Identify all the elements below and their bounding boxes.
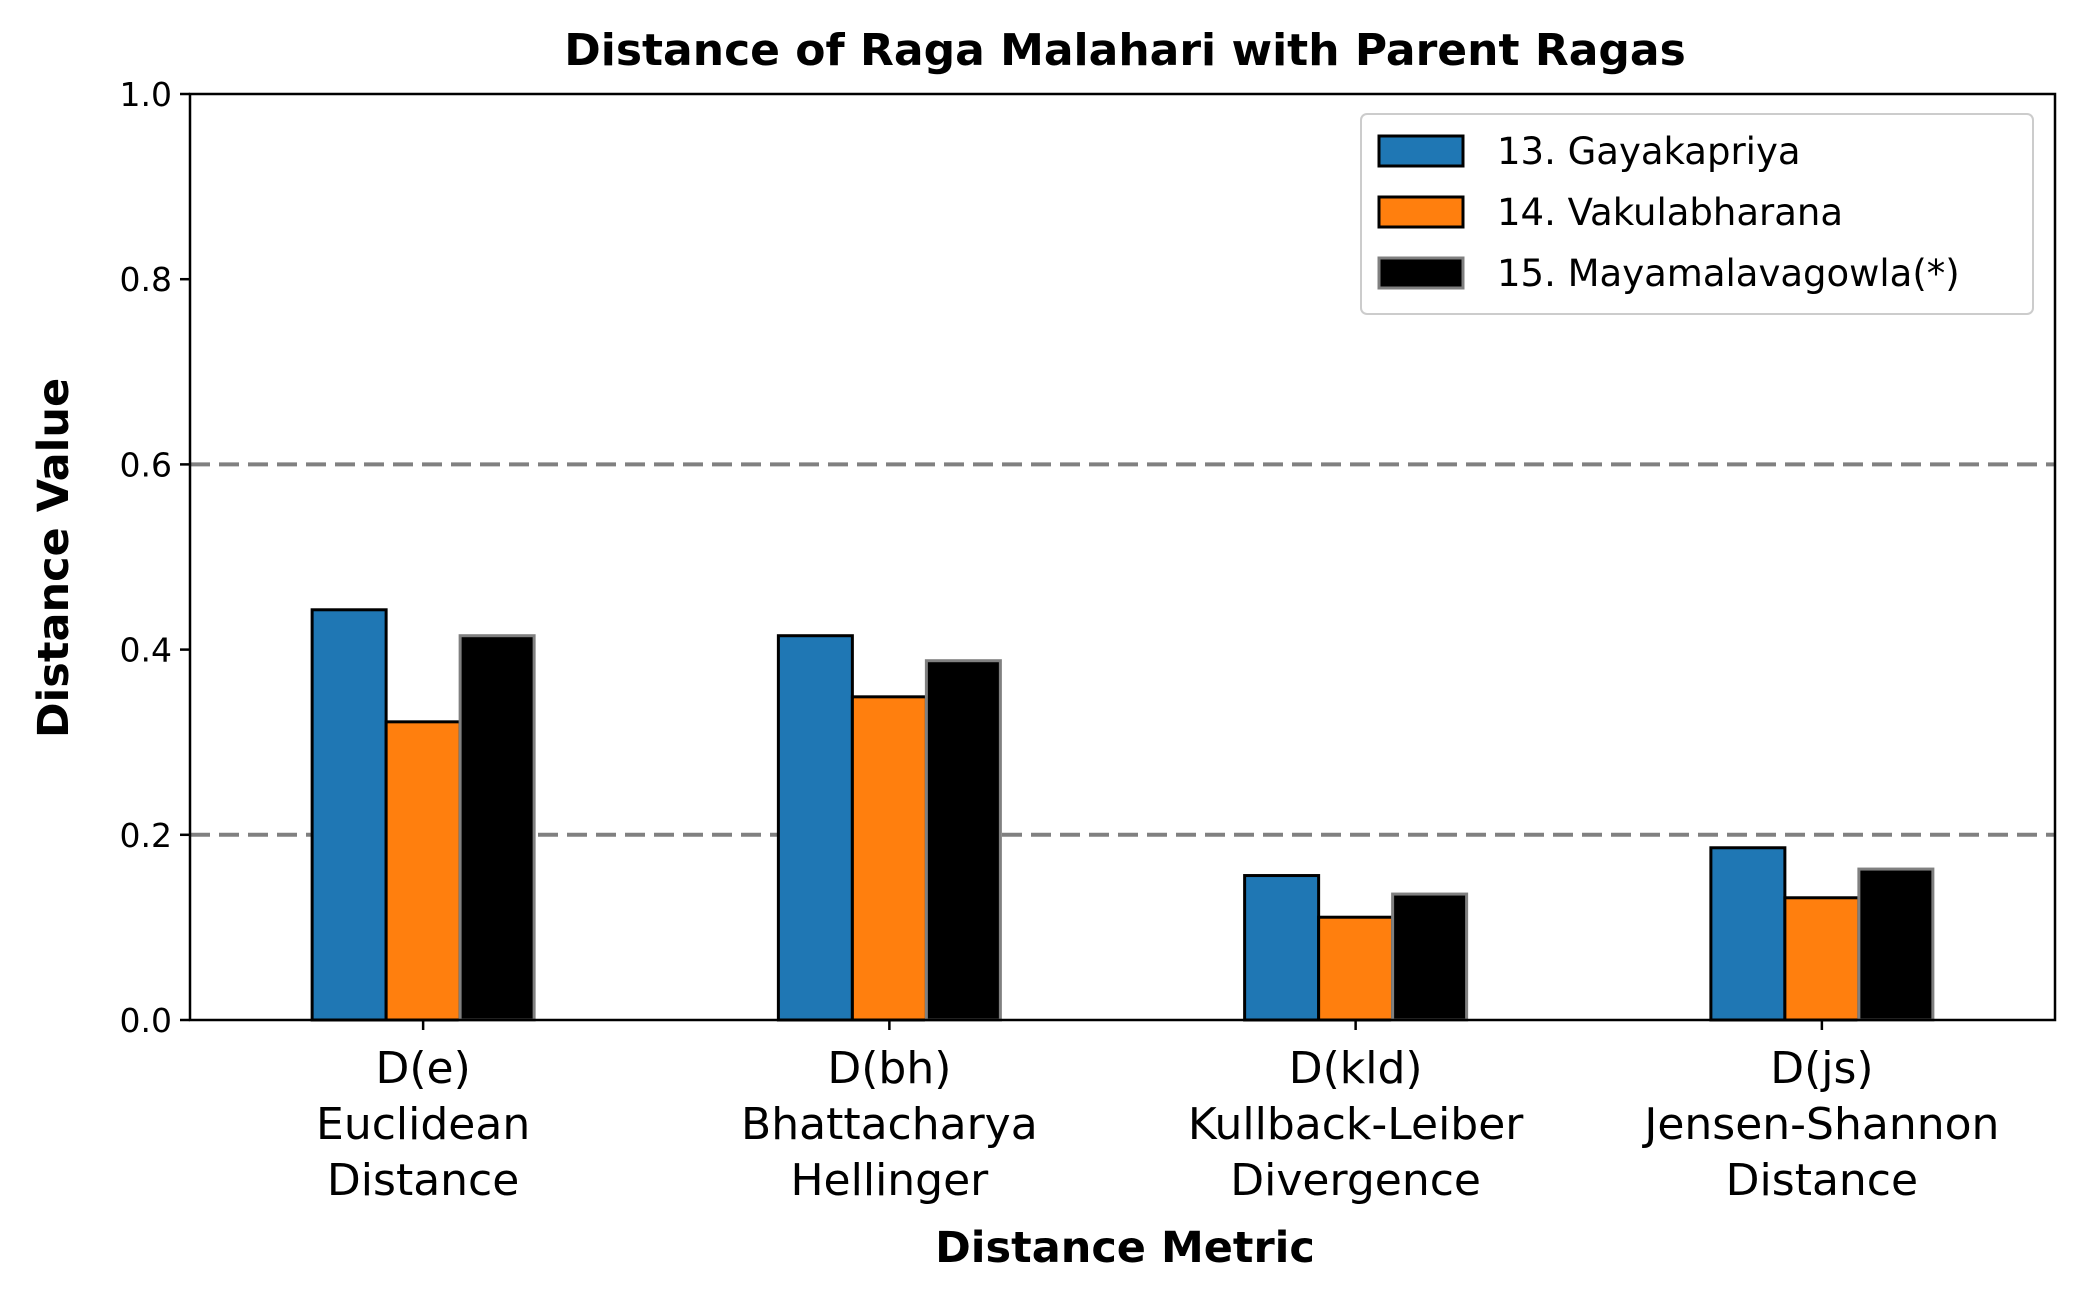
chart-title: Distance of Raga Malahari with Parent Ra… xyxy=(564,25,1686,76)
y-tick-label: 0.0 xyxy=(120,1001,172,1040)
bar xyxy=(924,659,1002,1022)
x-tick-label-line: D(kld) xyxy=(1289,1043,1423,1094)
bar xyxy=(1783,896,1861,1022)
y-tick-label: 0.2 xyxy=(120,816,172,855)
x-tick-label: D(bh) Bhattacharya Hellinger xyxy=(741,1043,1038,1206)
x-tick-label-line: Distance xyxy=(327,1155,519,1206)
x-tick-label-line: Jensen-Shannon xyxy=(1641,1099,1999,1150)
x-tick-label-line: Kullback-Leiber xyxy=(1188,1099,1524,1150)
bar xyxy=(384,720,462,1022)
legend: 13. Gayakapriya 14. Vakulabharana 15. Maya… xyxy=(1360,113,2034,315)
y-tick-label: 1.0 xyxy=(120,75,172,114)
x-tick-label: D(js) Jensen-Shannon Distance xyxy=(1641,1043,1999,1206)
x-tick-label-line: D(js) xyxy=(1770,1043,1873,1094)
bar xyxy=(776,634,854,1022)
x-tick-label-line: Divergence xyxy=(1230,1155,1481,1206)
x-tick-label: D(kld) Kullback-Leiber Divergence xyxy=(1188,1043,1524,1206)
y-tick-label: 0.6 xyxy=(120,445,172,484)
bar xyxy=(458,634,536,1022)
y-axis-label: Distance Value xyxy=(29,378,79,738)
axes-frame xyxy=(188,92,2057,1022)
bar xyxy=(1857,867,1935,1022)
legend-swatch xyxy=(1377,256,1465,290)
bar xyxy=(1391,892,1469,1022)
x-tick-label-line: Distance xyxy=(1726,1155,1918,1206)
x-tick-label-line: D(e) xyxy=(375,1043,470,1094)
legend-label: 15. Mayamalavagowla(*) xyxy=(1497,252,1960,295)
bar xyxy=(310,608,388,1022)
bar xyxy=(1243,874,1321,1022)
legend-frame xyxy=(1360,113,2034,315)
x-axis-label: Distance Metric xyxy=(935,1223,1315,1273)
x-tick-label-line: Hellinger xyxy=(790,1155,989,1206)
legend-swatch xyxy=(1377,134,1465,168)
x-tick-label-line: Euclidean xyxy=(316,1099,530,1150)
bar xyxy=(1709,846,1787,1022)
bar xyxy=(850,695,928,1022)
legend-swatch xyxy=(1377,195,1465,229)
x-tick-label: D(e) Euclidean Distance xyxy=(316,1043,530,1206)
bar xyxy=(1317,915,1395,1022)
x-tick-label-line: Bhattacharya xyxy=(741,1099,1038,1150)
legend-label: 13. Gayakapriya xyxy=(1497,130,1801,173)
x-tick-label-line: D(bh) xyxy=(827,1043,951,1094)
y-tick-label: 0.8 xyxy=(120,260,172,299)
plot-area: 0.00.20.40.60.81.0D(e) Euclidean DistanceD… xyxy=(120,75,2057,1206)
y-tick-label: 0.4 xyxy=(120,631,172,670)
legend-label: 14. Vakulabharana xyxy=(1497,191,1843,234)
